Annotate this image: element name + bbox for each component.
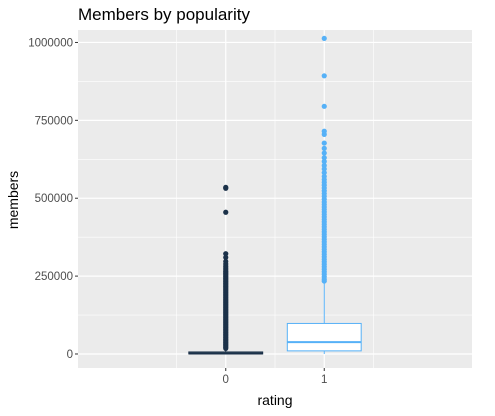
y-axis: 0 250000 500000 750000 1000000 <box>28 37 78 361</box>
outlier-point <box>223 209 229 215</box>
outlier-point <box>321 150 327 156</box>
y-tick-label: 0 <box>67 349 73 361</box>
y-axis-title: members <box>5 171 21 229</box>
outlier-point <box>223 185 229 191</box>
outlier-point <box>321 170 327 176</box>
box-group-1 <box>286 35 362 354</box>
x-axis-title: rating <box>257 392 292 408</box>
outlier-point <box>321 140 327 146</box>
x-tick-label: 0 <box>223 374 229 386</box>
outlier-point <box>321 166 327 172</box>
x-tick-label: 1 <box>321 374 327 386</box>
outlier-point <box>321 145 327 151</box>
outlier-point <box>321 278 327 284</box>
y-tick-label: 750000 <box>35 115 73 127</box>
outlier-point <box>321 73 327 79</box>
outlier-point <box>321 155 327 161</box>
outlier-point <box>223 251 229 257</box>
box-iqr <box>286 322 362 352</box>
box-group-0 <box>188 184 264 355</box>
chart-title: Members by popularity <box>78 5 250 24</box>
y-tick-label: 250000 <box>35 271 73 283</box>
outlier-point <box>223 345 229 351</box>
outlier-point <box>321 103 327 109</box>
outlier-point <box>321 35 327 42</box>
y-tick-label: 1000000 <box>28 37 73 49</box>
y-tick-label: 500000 <box>35 193 73 205</box>
outlier-point <box>321 158 327 165</box>
outlier-point <box>321 131 327 137</box>
box-series <box>188 35 362 355</box>
outlier-point <box>223 254 229 261</box>
minor-gridlines <box>78 30 472 368</box>
